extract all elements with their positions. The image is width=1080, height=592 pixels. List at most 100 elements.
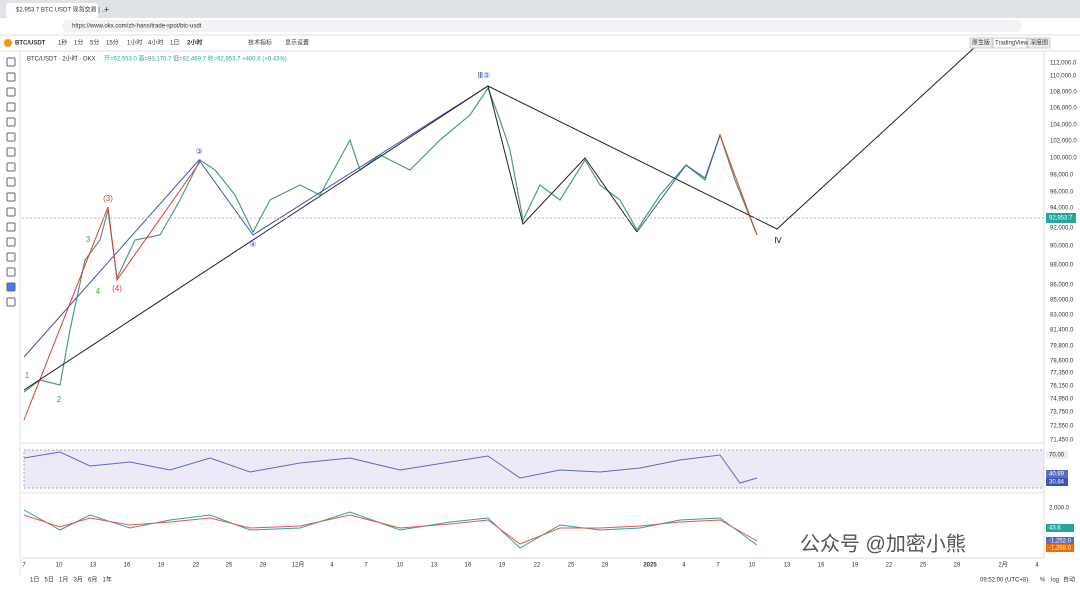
display-settings[interactable]: 显示设置	[285, 39, 309, 47]
range-button[interactable]: 1日	[30, 577, 39, 584]
interval[interactable]: 5分	[90, 39, 99, 47]
tool-icon[interactable]	[6, 252, 16, 262]
tool-icon[interactable]	[6, 237, 16, 247]
interval[interactable]: 1分	[74, 39, 83, 47]
date-label: 2月	[998, 562, 1007, 569]
view-label[interactable]: TradingView	[995, 41, 1029, 47]
tool-icon[interactable]	[6, 87, 16, 97]
view-label[interactable]: 深度图	[1030, 39, 1048, 47]
tool-icon[interactable]	[6, 147, 16, 157]
rsi-label: 40.69	[1049, 472, 1065, 478]
price-label: 72,550.0	[1050, 424, 1074, 430]
current-price: 92,953.7	[1049, 216, 1073, 222]
macd-tag	[1046, 524, 1074, 532]
address-bar[interactable]	[62, 20, 1022, 32]
tool-icon[interactable]	[6, 207, 16, 217]
btc-icon	[4, 39, 12, 47]
axis-option[interactable]: 自动	[1063, 576, 1075, 584]
interval[interactable]: 2小时	[187, 39, 202, 47]
wave-line-red	[719, 134, 758, 236]
ohlc: 开=92,553.0 高=93,170.7 低=92,469.7 收=92,95…	[104, 55, 287, 63]
view-label[interactable]: 原生版	[972, 39, 990, 47]
date-label: 7	[22, 563, 26, 569]
date-label: 16	[818, 563, 825, 569]
interval[interactable]: 4小时	[148, 39, 163, 47]
tool-icon[interactable]	[6, 177, 16, 187]
date-label: 25	[920, 563, 927, 569]
view-button[interactable]	[969, 37, 993, 49]
tool-icon[interactable]	[6, 102, 16, 112]
price-label: 78,600.0	[1050, 359, 1074, 365]
wave-label: (3)	[103, 194, 113, 203]
wave-label: 3	[86, 235, 91, 244]
date-label: 22	[193, 563, 200, 569]
date-label: 22	[886, 563, 893, 569]
tool-icon[interactable]	[6, 282, 16, 292]
price-label: 90,000.0	[1050, 244, 1074, 250]
trend-line	[23, 46, 976, 391]
date-label: 10	[56, 563, 63, 569]
symbol[interactable]: BTC/USDT	[15, 41, 46, 47]
range-button[interactable]: 1年	[103, 576, 112, 584]
macd-line	[23, 509, 758, 549]
price-label: 110,000.0	[1050, 74, 1077, 80]
price-label: 100,000.0	[1050, 156, 1077, 162]
axis-option[interactable]: %	[1040, 578, 1046, 584]
date-label: 4	[1035, 563, 1039, 569]
view-button[interactable]	[1027, 37, 1051, 49]
price-label: 92,000.0	[1050, 226, 1074, 232]
price-label: 86,000.0	[1050, 283, 1074, 289]
tool-icon[interactable]	[6, 132, 16, 142]
interval[interactable]: 1秒	[58, 39, 67, 47]
url: https://www.okx.com/zh-hans/trade-spot/b…	[72, 24, 202, 30]
date-label: 22	[534, 563, 541, 569]
tool-icon[interactable]	[6, 222, 16, 232]
range-button[interactable]: 1月	[59, 577, 68, 584]
date-label: 13	[431, 563, 438, 569]
interval[interactable]: 15分	[106, 39, 119, 47]
new-tab[interactable]: +	[104, 4, 109, 14]
tab-bar	[0, 0, 1080, 18]
range-button[interactable]: 6月	[88, 577, 97, 584]
date-label: 13	[784, 563, 791, 569]
view-button[interactable]	[992, 37, 1028, 49]
time: 09:52:00 (UTC+8)	[980, 578, 1028, 584]
interval[interactable]: 1小时	[127, 39, 142, 47]
indicators[interactable]: 技术指标	[248, 39, 272, 47]
rsi-tag	[1046, 478, 1068, 486]
date-label: 2025	[643, 563, 657, 569]
tool-icon[interactable]	[6, 72, 16, 82]
wave-line-blue	[636, 134, 721, 233]
price-label: 73,750.0	[1050, 410, 1074, 416]
price-label: 77,350.0	[1050, 371, 1074, 377]
tool-icon[interactable]	[6, 162, 16, 172]
tab[interactable]	[6, 3, 98, 18]
price-label: 104,000.0	[1050, 123, 1077, 129]
date-label: 16	[465, 563, 472, 569]
range-button[interactable]: 3月	[74, 577, 83, 584]
price-label: 81,400.0	[1050, 328, 1074, 334]
axis-option[interactable]: log	[1051, 578, 1059, 584]
tool-icon[interactable]	[6, 57, 16, 67]
date-label: 25	[568, 563, 575, 569]
wave-line-blue	[23, 85, 489, 358]
price-label: 83,000.0	[1050, 313, 1074, 319]
date-label: 7	[716, 563, 720, 569]
current-price-tag	[1046, 213, 1076, 223]
interval[interactable]: 1日	[170, 40, 179, 47]
rsi-label: 70.00	[1049, 453, 1065, 459]
date-label: 25	[226, 563, 233, 569]
wave-label: (4)	[112, 284, 122, 293]
macd-tag	[1046, 504, 1074, 512]
range-button[interactable]: 5日	[45, 577, 54, 584]
tool-icon[interactable]	[6, 117, 16, 127]
rsi-label: 30.84	[1049, 480, 1065, 486]
tool-icon[interactable]	[6, 192, 16, 202]
tool-icon[interactable]	[6, 267, 16, 277]
date-label: 19	[158, 563, 165, 569]
date-label: 16	[124, 563, 131, 569]
price-label: 112,000.0	[1050, 61, 1077, 67]
price-label: 98,000.0	[1050, 173, 1074, 179]
tool-icon[interactable]	[6, 297, 16, 307]
